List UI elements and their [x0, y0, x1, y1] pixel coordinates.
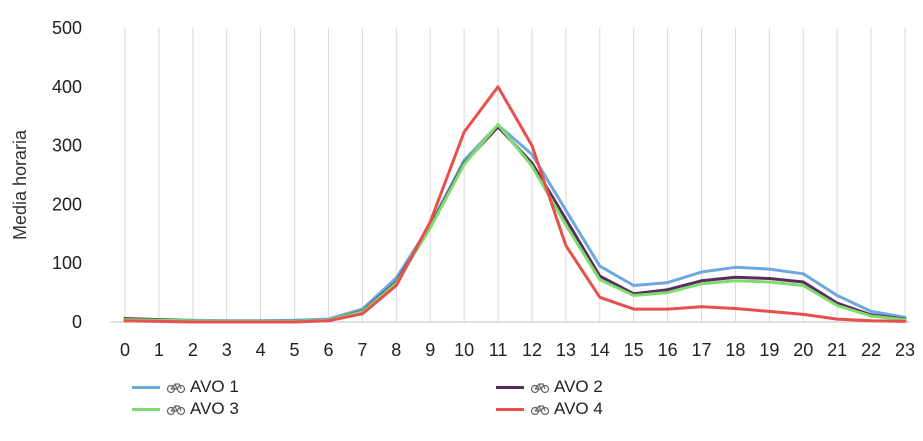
x-axis-ticks: 0 1 2 3 4 5 6 7 8 9 10 11 12 13 14 15 16 17 18 19 20 21 22 23: [120, 340, 915, 360]
series-lines: [125, 87, 905, 322]
series-line-avo-4: [125, 87, 905, 322]
legend-label: AVO 4: [554, 399, 603, 419]
y-axis-label: Media horaria: [10, 129, 30, 240]
x-tick-label: 10: [454, 340, 474, 360]
x-tick-label: 8: [391, 340, 401, 360]
y-tick-label: 400: [52, 77, 82, 97]
y-tick-label: 300: [52, 136, 82, 156]
x-tick-label: 4: [256, 340, 266, 360]
legend-label: AVO 2: [554, 377, 603, 397]
legend-item-avo-2[interactable]: AVO 2: [496, 376, 603, 398]
x-tick-label: 5: [290, 340, 300, 360]
x-tick-label: 12: [522, 340, 542, 360]
x-tick-label: 17: [692, 340, 712, 360]
x-tick-label: 23: [895, 340, 915, 360]
x-tick-label: 19: [759, 340, 779, 360]
y-axis-ticks: 0 100 200 300 400 500: [52, 18, 82, 332]
x-tick-label: 11: [489, 340, 508, 360]
x-tick-label: 7: [357, 340, 367, 360]
bicycle-icon: [166, 402, 186, 416]
legend-item-avo-3[interactable]: AVO 3: [132, 398, 239, 420]
x-tick-label: 22: [861, 340, 881, 360]
x-tick-label: 16: [658, 340, 678, 360]
legend: AVO 1 AVO 2 AVO 3 AVO 4: [0, 368, 923, 438]
legend-item-avo-4[interactable]: AVO 4: [496, 398, 603, 420]
x-tick-label: 0: [120, 340, 130, 360]
bicycle-icon: [530, 380, 550, 394]
series-line-avo-3: [125, 124, 905, 321]
legend-line-swatch: [496, 386, 524, 389]
legend-line-swatch: [132, 386, 160, 389]
series-line-avo-1: [125, 125, 905, 321]
x-tick-label: 13: [556, 340, 576, 360]
x-tick-label: 15: [624, 340, 644, 360]
y-tick-label: 100: [52, 253, 82, 273]
y-tick-label: 200: [52, 194, 82, 214]
series-line-avo-2: [125, 127, 905, 322]
x-tick-label: 21: [827, 340, 847, 360]
legend-line-swatch: [496, 408, 524, 411]
x-tick-label: 18: [725, 340, 745, 360]
legend-label: AVO 3: [190, 399, 239, 419]
y-tick-label: 0: [72, 312, 82, 332]
x-tick-label: 2: [188, 340, 198, 360]
x-tick-label: 9: [425, 340, 435, 360]
x-tick-label: 14: [590, 340, 610, 360]
legend-line-swatch: [132, 408, 160, 411]
bicycle-icon: [166, 380, 186, 394]
y-tick-label: 500: [52, 18, 82, 38]
grid-lines: [110, 28, 910, 322]
legend-item-avo-1[interactable]: AVO 1: [132, 376, 239, 398]
bicycle-icon: [530, 402, 550, 416]
x-tick-label: 6: [323, 340, 333, 360]
legend-label: AVO 1: [190, 377, 239, 397]
x-tick-label: 3: [222, 340, 232, 360]
x-tick-label: 1: [154, 340, 164, 360]
x-tick-label: 20: [793, 340, 813, 360]
